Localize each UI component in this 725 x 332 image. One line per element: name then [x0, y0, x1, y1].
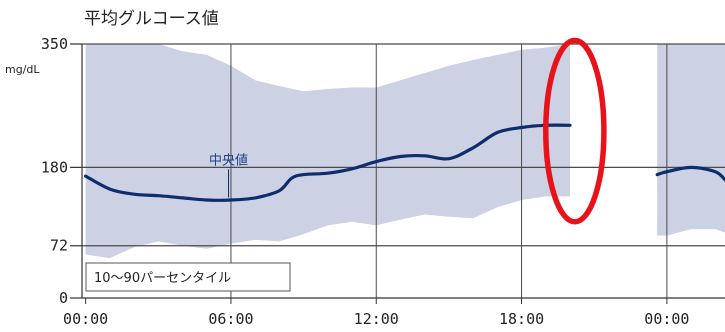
grid-layer	[82, 43, 725, 298]
x-tick-label-1: 06:00	[208, 310, 253, 328]
percentile-band-1	[85, 44, 570, 259]
chart-title: 平均グルコース値	[84, 9, 219, 29]
y-axis-unit: mg/dL	[5, 63, 40, 76]
highlight-ellipse	[543, 37, 607, 225]
legend-box	[85, 262, 291, 292]
x-tick-label-4: 00:00	[644, 310, 689, 328]
percentile-band-layer	[85, 44, 725, 259]
legend-label: 10〜90パーセンタイル	[94, 271, 231, 286]
y-tick-label-0: 0	[59, 289, 68, 307]
legend: 10〜90パーセンタイル	[85, 262, 291, 292]
axis-layer: 0 72 180 350 00:00 06:00 12:00 18:00 00:00	[41, 35, 725, 328]
highlight-layer	[543, 37, 607, 225]
x-tick-label-2: 12:00	[354, 310, 399, 328]
x-tick-label-3: 18:00	[499, 310, 544, 328]
median-label: 中央値	[209, 152, 248, 168]
median-line-layer	[84, 123, 725, 202]
median-line-2	[655, 165, 725, 182]
x-tick-label-0: 00:00	[63, 310, 108, 328]
y-tick-label-350: 350	[41, 35, 68, 53]
median-label-group: 中央値	[209, 152, 248, 198]
median-line-1	[84, 123, 572, 202]
y-tick-label-180: 180	[41, 158, 68, 176]
percentile-band-2	[657, 44, 725, 236]
y-tick-label-72: 72	[50, 237, 68, 255]
